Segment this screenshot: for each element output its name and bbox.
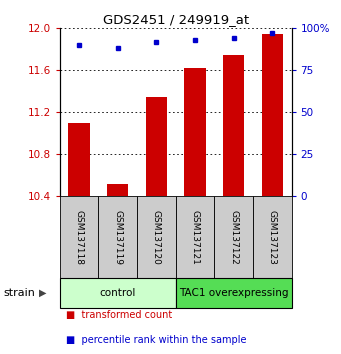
Bar: [146, 97, 167, 196]
Bar: [98, 196, 137, 278]
Bar: [184, 68, 206, 196]
Text: TAC1 overexpressing: TAC1 overexpressing: [179, 288, 288, 298]
Bar: [176, 278, 292, 308]
Bar: [60, 196, 98, 278]
Bar: [68, 123, 90, 196]
Bar: [107, 184, 128, 196]
Bar: [214, 196, 253, 278]
Text: GSM137123: GSM137123: [268, 210, 277, 265]
Text: ■  transformed count: ■ transformed count: [66, 310, 173, 320]
Bar: [176, 196, 214, 278]
Text: control: control: [100, 288, 136, 298]
Text: ■  percentile rank within the sample: ■ percentile rank within the sample: [66, 335, 247, 345]
Text: GSM137118: GSM137118: [74, 210, 84, 265]
Bar: [223, 55, 244, 196]
Text: GSM137122: GSM137122: [229, 210, 238, 264]
Bar: [262, 34, 283, 196]
Title: GDS2451 / 249919_at: GDS2451 / 249919_at: [103, 13, 249, 26]
Text: GSM137120: GSM137120: [152, 210, 161, 265]
Text: GSM137121: GSM137121: [190, 210, 199, 265]
Bar: [253, 196, 292, 278]
Text: GSM137119: GSM137119: [113, 210, 122, 265]
Bar: [60, 278, 176, 308]
Text: strain: strain: [3, 288, 35, 298]
Bar: [137, 196, 176, 278]
Text: ▶: ▶: [39, 288, 47, 298]
